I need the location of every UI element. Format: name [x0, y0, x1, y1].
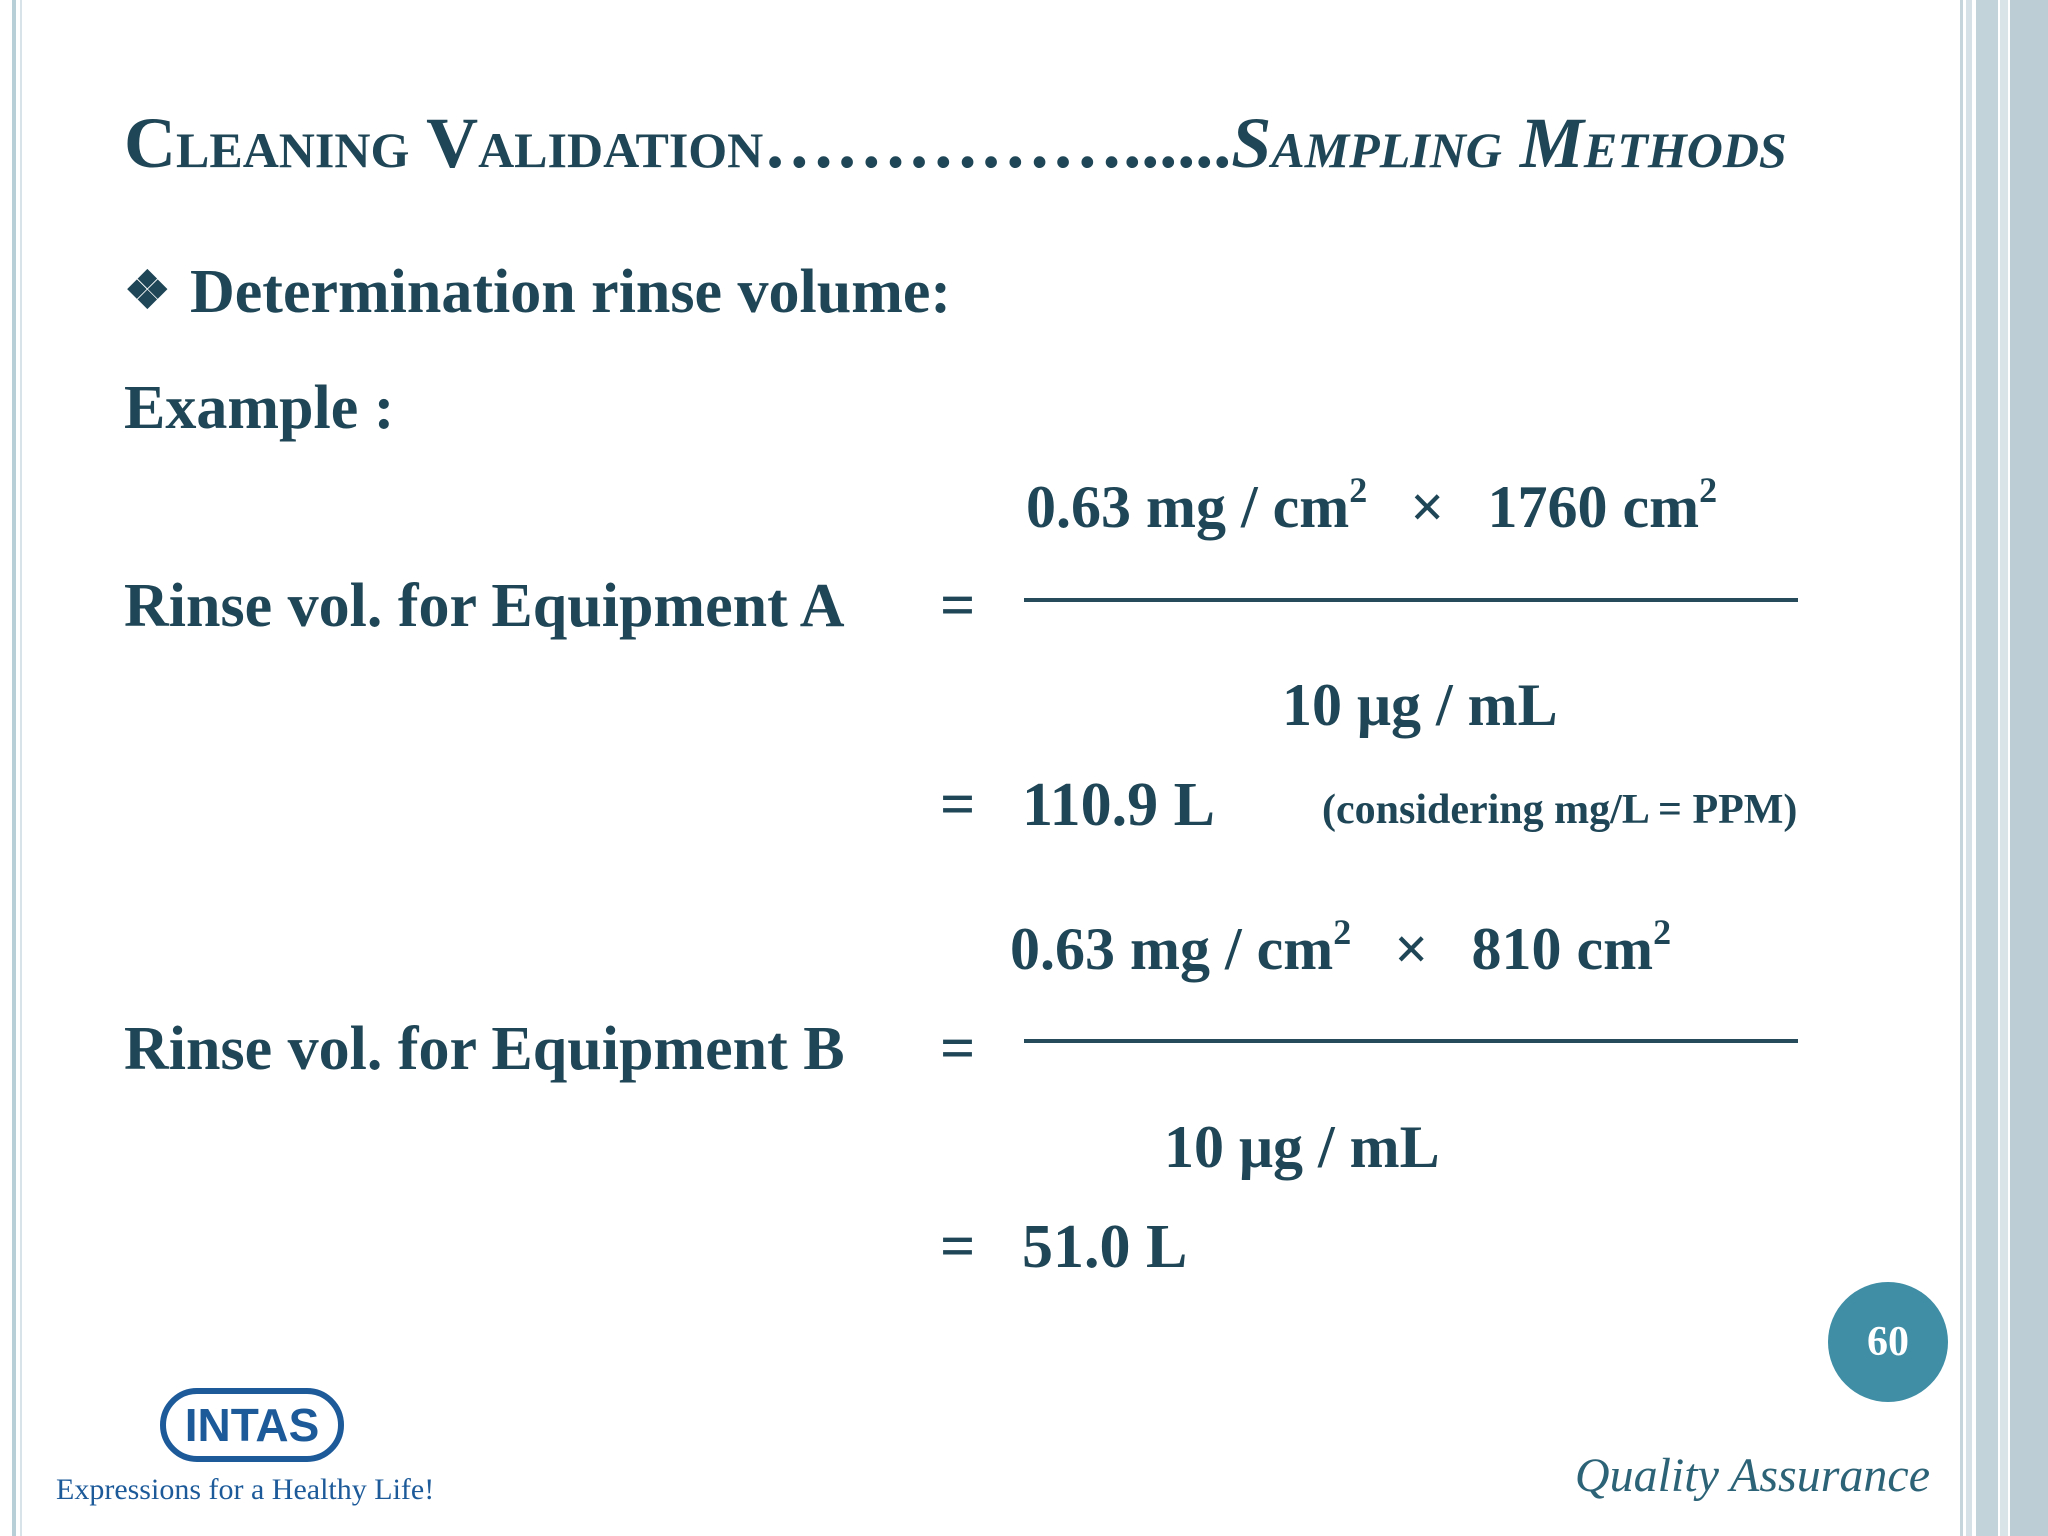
numerator-b-value2: 810 cm [1471, 916, 1654, 982]
heading-text: Determination rinse volume: [190, 258, 952, 326]
result-a-note: (considering mg/L = PPM) [1322, 787, 1798, 833]
page-number-badge: 60 [1828, 1282, 1948, 1402]
title-main: Cleaning Validation……………...... [124, 103, 1232, 183]
right-border-band [2000, 0, 2008, 1536]
numerator-b-exp1: 2 [1333, 911, 1352, 952]
diamond-bullet-icon: ❖ [124, 263, 171, 320]
logo-tagline: Expressions for a Healthy Life! [56, 1473, 435, 1506]
left-border-line-inner [20, 0, 22, 1536]
numerator-a-value2: 1760 cm [1487, 474, 1700, 540]
intas-logo: INTAS [160, 1388, 344, 1462]
numerator-b-times: × [1394, 916, 1429, 982]
numerator-b-exp2: 2 [1653, 911, 1672, 952]
equation-a-numerator: 0.63 mg / cm2 × 1760 cm2 [1026, 468, 1717, 546]
numerator-a-value1: 0.63 mg / cm [1026, 474, 1350, 540]
equation-b-denominator: 10 μg / mL [1164, 1114, 1440, 1180]
result-b-equals: = [940, 1213, 976, 1281]
right-border-band [1976, 0, 1998, 1536]
fraction-line-a [1024, 598, 1798, 602]
numerator-b-value1: 0.63 mg / cm [1010, 916, 1334, 982]
result-a-value: 110.9 L [1022, 771, 1215, 839]
left-border-line [12, 0, 16, 1536]
fraction-line-b [1024, 1039, 1798, 1043]
right-border-band [2010, 0, 2048, 1536]
section-heading: ❖ Determination rinse volume: [124, 252, 1324, 332]
footer-quality-assurance: Quality Assurance [1574, 1449, 1930, 1502]
equation-a-denominator: 10 μg / mL [1282, 672, 1558, 738]
numerator-a-exp2: 2 [1699, 469, 1718, 510]
equation-b-label: Rinse vol. for Equipment B [124, 1015, 845, 1083]
equation-a-equals: = [940, 572, 976, 640]
right-border-band [1966, 0, 1972, 1536]
result-a-equals: = [940, 771, 976, 839]
numerator-a-times: × [1410, 474, 1445, 540]
result-b-value: 51.0 L [1022, 1213, 1188, 1281]
example-label: Example : [124, 374, 395, 442]
title-sub: Sampling Methods [1231, 103, 1787, 183]
slide-title: Cleaning Validation……………......Sampling M… [124, 98, 1924, 188]
numerator-a-exp1: 2 [1349, 469, 1368, 510]
right-border-band [1960, 0, 1963, 1536]
equation-a-label: Rinse vol. for Equipment A [124, 572, 845, 640]
equation-b-equals: = [940, 1015, 976, 1083]
equation-b-numerator: 0.63 mg / cm2 × 810 cm2 [1010, 910, 1671, 988]
